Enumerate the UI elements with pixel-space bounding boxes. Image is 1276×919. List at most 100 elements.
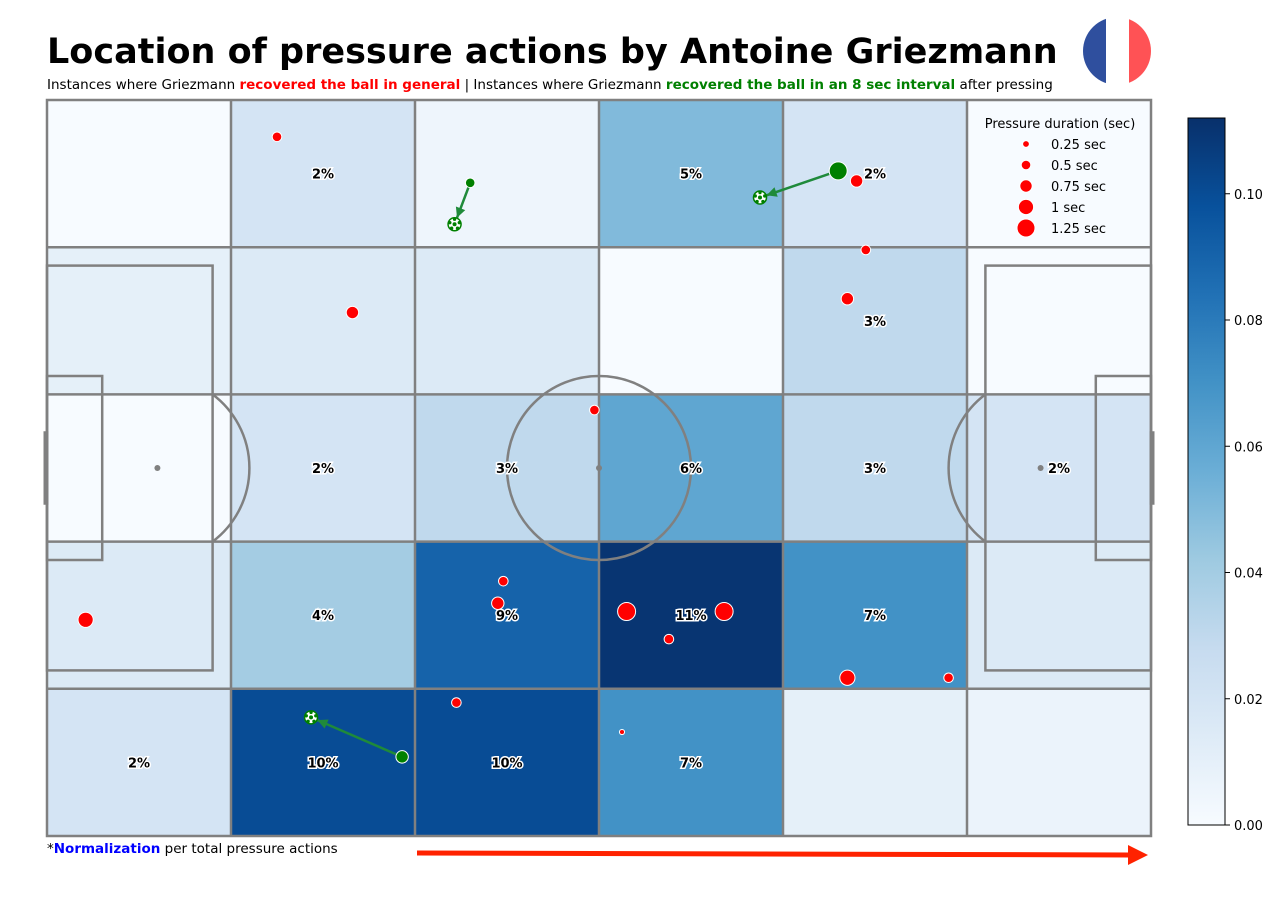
pressure-dot [498,575,509,587]
cell-label: 10% [307,756,338,771]
pressure-dot [345,305,360,320]
recovery-ball-icon [447,216,462,232]
cell-label: 10% [491,756,522,771]
subtitle-general-recovery: recovered the ball in general [239,77,461,93]
pressure-dot [77,611,94,628]
colorbar-ticks: 0.00 0.02 0.04 0.06 0.08 0.10 [1225,188,1263,834]
recovery-ball-icon [303,710,319,725]
cell-label: 5% [680,168,702,183]
centre-spot [596,465,602,471]
colorbar: 0.00 0.02 0.04 0.06 0.08 0.10 [1187,117,1263,834]
heatmap-cell [47,541,231,689]
heatmap-cell [415,247,599,395]
heatmap-cell [967,541,1151,689]
subtitle-part-5: after pressing [955,77,1053,93]
heatmap-cell [783,541,967,689]
left-penalty-spot [154,465,161,471]
pressure-dot [618,728,626,736]
recovery-start-dot [395,750,409,764]
recovery-arrow [316,718,403,759]
right-penalty-arc [947,393,987,543]
cell-percentage-labels: 2% 5% 2% 3% 2% 3% 6% 3% 2% 4% 9% 11% 7% 2% 10% 10% 7% [126,166,1071,773]
legend-label: 1 sec [1051,201,1085,216]
legend-marker [1019,179,1033,193]
heatmap-cell [231,541,415,689]
colorbar-tick-label: 0.02 [1234,693,1263,708]
cell-label: 11% [675,609,706,624]
cell-label: 3% [864,462,886,477]
recovery-ball-icon [752,190,768,205]
france-flag-icon [1083,17,1151,85]
legend-title: Pressure duration (sec) [985,117,1136,132]
cell-label: 2% [1048,462,1070,477]
recovery-arrow [766,169,839,197]
colorbar-tick-label: 0.04 [1234,567,1263,582]
pressure-dot [663,633,675,645]
heatmap-cell [231,394,415,542]
pressure-dot [849,174,864,188]
cell-label: 2% [864,168,886,183]
cell-label: 4% [312,609,334,624]
subtitle-8sec-recovery: recovered the ball in an 8 sec interval [665,77,956,93]
recovery-start-dot [828,161,848,181]
heatmap-cell [231,247,415,395]
colorbar-tick-label: 0.06 [1234,440,1263,455]
cell-label: 7% [864,609,886,624]
cell-label: 9% [496,609,518,624]
subtitle-part-1: Instances where Griezmann [47,77,240,93]
legend-marker [1016,218,1036,238]
recovery-arrowhead [455,206,466,218]
recovery-arrowhead [317,719,329,729]
centre-circle [505,374,693,562]
heatmap-cell [783,394,967,542]
pressure-dot [271,131,283,143]
left-penalty-arc [211,393,251,543]
heatmap-cell [599,688,783,836]
legend-marker [1020,159,1032,171]
chart-subtitle: Instances where Griezmann recovered the … [47,76,1053,94]
footnote-rest: per total pressure actions [160,841,338,857]
recovery-start-dot [464,177,476,189]
cell-label: 3% [864,315,886,330]
heatmap-cell [967,100,1151,248]
cell-label: 2% [128,756,150,771]
chart-title: Location of pressure actions by Antoine … [47,32,1058,72]
heatmap-cell [599,247,783,395]
heatmap-cell [231,688,415,836]
heatmap-cell [415,688,599,836]
footnote-star: * [47,841,54,857]
colorbar-tick-label: 0.10 [1234,188,1263,203]
legend-marker [1022,140,1030,148]
normalization-footnote: *Normalization per total pressure action… [47,840,338,858]
heatmap-cell [967,688,1151,836]
pressure-dot [589,404,600,416]
pressure-dot [943,672,954,684]
colorbar-gradient [1187,117,1226,826]
heatmap-cell [47,247,231,395]
heatmap-cell [47,100,231,248]
pressure-dot [451,697,462,708]
heatmap-cell [967,247,1151,395]
duration-legend: Pressure duration (sec) 0.25 sec 0.5 sec 0.… [985,117,1136,238]
recovery-arrowhead [766,187,778,197]
heatmap-cell [47,394,231,542]
pressure-markers [77,131,954,764]
heatmap-cell [231,100,415,248]
pressure-dot [860,244,872,256]
legend-label: 0.5 sec [1051,159,1098,174]
heatmap-cell [415,100,599,248]
cell-label: 6% [680,462,702,477]
pressure-dot [617,602,637,622]
legend-label: 0.75 sec [1051,180,1106,195]
legend-label: 0.25 sec [1051,138,1106,153]
heatmap-cell [599,100,783,248]
heatmap-cells [47,100,1151,836]
pressure-dot [840,292,855,306]
heatmap-cell [47,688,231,836]
colorbar-tick-label: 0.08 [1234,314,1263,329]
colorbar-tick-label: 0.00 [1234,819,1263,834]
legend-marker [1017,198,1035,216]
right-penalty-spot [1037,465,1044,471]
cell-label: 2% [312,462,334,477]
